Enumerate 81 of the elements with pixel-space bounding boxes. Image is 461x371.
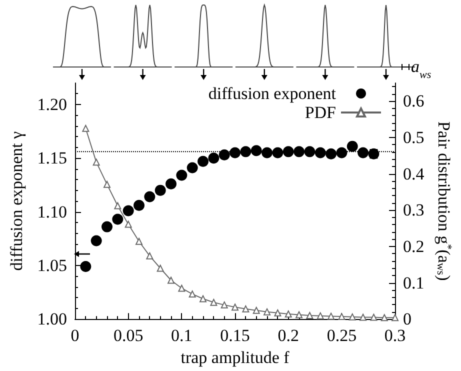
point bbox=[114, 202, 122, 210]
point bbox=[134, 200, 145, 211]
y-axis-title: diffusion exponent γ bbox=[7, 130, 26, 271]
point bbox=[338, 313, 346, 320]
y-tick-label: 1.20 bbox=[37, 94, 67, 114]
y-tick-label: 1.00 bbox=[37, 310, 67, 329]
point bbox=[198, 156, 209, 167]
point bbox=[264, 308, 271, 316]
y2-tick-label: 0.3 bbox=[403, 200, 424, 220]
x-tick-label: 0.15 bbox=[220, 326, 250, 346]
x-axis-title: trap amplitude f bbox=[180, 348, 290, 367]
point bbox=[370, 314, 378, 321]
x-tick-label: 0.3 bbox=[384, 326, 406, 346]
point bbox=[200, 295, 207, 302]
point bbox=[282, 146, 294, 158]
point bbox=[346, 140, 358, 152]
point bbox=[358, 147, 369, 158]
point bbox=[166, 178, 177, 190]
legend-label: PDF bbox=[304, 103, 336, 122]
point bbox=[304, 146, 316, 158]
point bbox=[250, 145, 262, 156]
x-tick-label: 0.2 bbox=[278, 326, 299, 346]
point bbox=[218, 149, 230, 160]
point bbox=[230, 147, 241, 158]
legend-label: diffusion exponent bbox=[208, 84, 336, 103]
y2-tick-label: 0.1 bbox=[403, 273, 424, 292]
point bbox=[102, 221, 113, 232]
point bbox=[122, 205, 134, 216]
x-tick-label: 0.05 bbox=[113, 326, 144, 346]
point bbox=[80, 261, 92, 272]
text: a$_{ws}$ bbox=[411, 57, 432, 81]
point bbox=[144, 191, 156, 202]
point bbox=[178, 284, 186, 292]
point bbox=[348, 313, 356, 320]
point bbox=[360, 314, 367, 321]
point bbox=[380, 314, 388, 322]
point bbox=[316, 312, 324, 320]
x-tick-label: 0 bbox=[70, 326, 80, 346]
point bbox=[232, 304, 239, 311]
point bbox=[186, 162, 198, 174]
point bbox=[104, 180, 111, 188]
y2-tick-label: 0.4 bbox=[403, 164, 425, 184]
y-tick-label: 1.10 bbox=[37, 202, 67, 222]
x-tick-label: 0.25 bbox=[326, 326, 357, 346]
y2-tick-label: 0.6 bbox=[403, 92, 424, 111]
point bbox=[92, 158, 100, 166]
point bbox=[296, 311, 303, 318]
y-tick-label: 1.05 bbox=[37, 256, 67, 275]
point bbox=[274, 309, 282, 316]
point bbox=[314, 147, 326, 158]
point bbox=[272, 147, 284, 158]
point bbox=[306, 312, 314, 319]
point bbox=[242, 305, 250, 312]
point bbox=[210, 298, 218, 306]
point bbox=[220, 301, 228, 308]
point bbox=[82, 124, 90, 132]
point bbox=[252, 306, 260, 314]
point bbox=[284, 310, 292, 318]
point bbox=[176, 170, 188, 181]
point bbox=[294, 146, 305, 158]
point bbox=[240, 146, 252, 158]
point bbox=[188, 290, 196, 298]
point bbox=[156, 264, 164, 272]
point bbox=[328, 312, 335, 320]
point bbox=[262, 147, 273, 158]
point bbox=[168, 276, 175, 284]
y-tick-label: 1.15 bbox=[37, 148, 67, 168]
point bbox=[326, 148, 337, 160]
point bbox=[112, 214, 124, 225]
y2-tick-label: 0.5 bbox=[403, 128, 424, 147]
point bbox=[208, 152, 220, 164]
point bbox=[154, 184, 166, 196]
point bbox=[136, 238, 143, 245]
point bbox=[336, 147, 348, 158]
y2-tick-label: 0 bbox=[403, 310, 412, 329]
point bbox=[90, 235, 102, 246]
point bbox=[146, 252, 154, 260]
y2-axis-title: Pair distribution g*(aws) bbox=[434, 121, 454, 281]
x-tick-label: 0.1 bbox=[171, 326, 192, 346]
y2-tick-label: 0.2 bbox=[403, 236, 424, 256]
point bbox=[124, 220, 132, 228]
